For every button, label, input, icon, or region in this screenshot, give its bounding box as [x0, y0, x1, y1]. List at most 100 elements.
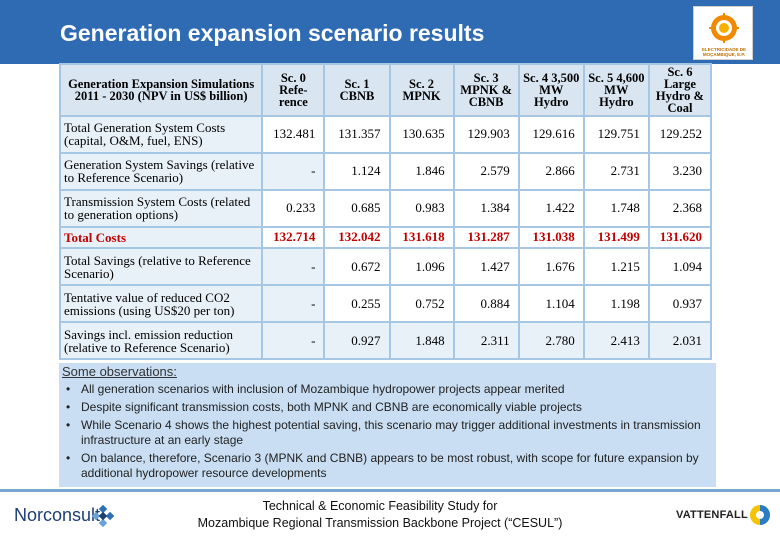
table-cell: 1.124 [325, 153, 389, 189]
table-cell: - [263, 249, 324, 285]
table-cell: 0.685 [325, 190, 389, 226]
table-cell: 132.714 [263, 227, 324, 248]
column-header: Sc. 4 3,500 MW Hydro [519, 65, 583, 115]
observations-box: Some observations: • All generation scena… [59, 363, 716, 487]
bullet-icon: • [66, 418, 71, 432]
table-cell: 131.357 [325, 117, 389, 152]
table-cell: 1.096 [390, 249, 453, 285]
table-cell: 0.884 [454, 286, 518, 322]
slide-header: Generation expansion scenario results EL… [0, 0, 780, 64]
table-cell: 129.252 [649, 117, 710, 152]
table-row: Total Generation System Costs (capital, … [61, 117, 710, 152]
table-row: Transmission System Costs (related to ge… [61, 190, 710, 226]
table-cell: 129.751 [584, 117, 648, 152]
bullet-icon: • [66, 382, 71, 396]
table-cell: 131.618 [390, 227, 453, 248]
observation-text: While Scenario 4 shows the highest poten… [81, 418, 701, 447]
footer-caption: Technical & Economic Feasibility Study f… [170, 498, 590, 532]
table-cell: 1.094 [649, 249, 710, 285]
table-cell: 132.481 [263, 117, 324, 152]
list-item: • Despite significant transmission costs,… [65, 400, 713, 415]
table-header-row: Generation Expansion Simulations 2011 - … [61, 65, 710, 115]
corner-header: Generation Expansion Simulations 2011 - … [61, 65, 262, 115]
column-header: Sc. 0 Refe- rence [263, 65, 324, 115]
bullet-icon: • [66, 400, 71, 414]
table-cell: 131.038 [519, 227, 583, 248]
observation-text: On balance, therefore, Scenario 3 (MPNK … [81, 451, 699, 480]
vattenfall-logo-text: VATTENFALL [676, 509, 748, 521]
vattenfall-sun-icon [750, 505, 770, 525]
table-cell: 2.368 [649, 190, 710, 226]
column-header: Sc. 1 CBNB [325, 65, 389, 115]
slide-title: Generation expansion scenario results [60, 20, 485, 46]
table-cell: 2.780 [519, 323, 583, 358]
table-cell: 0.752 [390, 286, 453, 322]
list-item: • On balance, therefore, Scenario 3 (MPNK… [65, 451, 713, 481]
table-cell: - [263, 286, 324, 322]
norconsult-diamond-icon [92, 505, 114, 527]
table-row: Generation System Savings (relative to R… [61, 153, 710, 189]
observation-text: Despite significant transmission costs, … [81, 400, 582, 414]
table-row: Tentative value of reduced CO2 emissions… [61, 286, 710, 322]
row-label: Generation System Savings (relative to R… [61, 153, 262, 189]
observation-text: All generation scenarios with inclusion … [81, 382, 565, 396]
row-label: Savings incl. emission reduction (relati… [61, 323, 262, 358]
table-cell: 2.413 [584, 323, 648, 358]
table-cell: 0.672 [325, 249, 389, 285]
table-row: Savings incl. emission reduction (relati… [61, 323, 710, 358]
table-cell: 1.748 [584, 190, 648, 226]
observations-list: • All generation scenarios with inclusion… [65, 382, 713, 484]
table-cell: 2.731 [584, 153, 648, 189]
footer-line-1: Technical & Economic Feasibility Study f… [262, 499, 498, 513]
column-header: Sc. 5 4,600 MW Hydro [584, 65, 648, 115]
table-cell: 1.427 [454, 249, 518, 285]
table-cell: 131.620 [649, 227, 710, 248]
table-cell: 0.937 [649, 286, 710, 322]
row-label: Transmission System Costs (related to ge… [61, 190, 262, 226]
table-cell: 1.215 [584, 249, 648, 285]
row-label: Total Costs [61, 227, 262, 248]
total-costs-row: Total Costs 132.714 132.042 131.618 131.… [61, 227, 710, 248]
row-label: Total Generation System Costs (capital, … [61, 117, 262, 152]
table-cell: 1.846 [390, 153, 453, 189]
list-item: • All generation scenarios with inclusion… [65, 382, 713, 397]
footer-divider [0, 489, 780, 492]
column-header: Sc. 2 MPNK [390, 65, 453, 115]
norconsult-logo-text: Norconsult [14, 505, 101, 525]
table-cell: 0.255 [325, 286, 389, 322]
table-cell: 130.635 [390, 117, 453, 152]
edm-logo: ELECTRICIDADE DE MOÇAMBIQUE, E.P. [693, 6, 753, 60]
table-cell: 1.848 [390, 323, 453, 358]
table-cell: 1.384 [454, 190, 518, 226]
table-cell: - [263, 153, 324, 189]
table-cell: 129.903 [454, 117, 518, 152]
table-cell: 3.230 [649, 153, 710, 189]
table-cell: 0.983 [390, 190, 453, 226]
table-cell: 131.499 [584, 227, 648, 248]
sun-logo-icon [709, 13, 739, 43]
table-cell: 2.311 [454, 323, 518, 358]
table-cell: 1.198 [584, 286, 648, 322]
table-row: Total Savings (relative to Reference Sce… [61, 249, 710, 285]
row-label: Tentative value of reduced CO2 emissions… [61, 286, 262, 322]
table-cell: 2.866 [519, 153, 583, 189]
table-cell: 129.616 [519, 117, 583, 152]
list-item: • While Scenario 4 shows the highest pote… [65, 418, 713, 448]
table-cell: 1.104 [519, 286, 583, 322]
table-cell: 132.042 [325, 227, 389, 248]
table-cell: 0.927 [325, 323, 389, 358]
table-cell: 131.287 [454, 227, 518, 248]
table-cell: 0.233 [263, 190, 324, 226]
results-table-container: Generation Expansion Simulations 2011 - … [59, 63, 712, 360]
table-cell: - [263, 323, 324, 358]
bullet-icon: • [66, 451, 71, 465]
row-label: Total Savings (relative to Reference Sce… [61, 249, 262, 285]
table-cell: 2.579 [454, 153, 518, 189]
footer-line-2: Mozambique Regional Transmission Backbon… [197, 516, 563, 530]
column-header: Sc. 3 MPNK & CBNB [454, 65, 518, 115]
results-table: Generation Expansion Simulations 2011 - … [59, 63, 712, 360]
observations-title: Some observations: [62, 364, 177, 379]
table-cell: 1.676 [519, 249, 583, 285]
column-header: Sc. 6 Large Hydro & Coal [649, 65, 710, 115]
table-cell: 1.422 [519, 190, 583, 226]
